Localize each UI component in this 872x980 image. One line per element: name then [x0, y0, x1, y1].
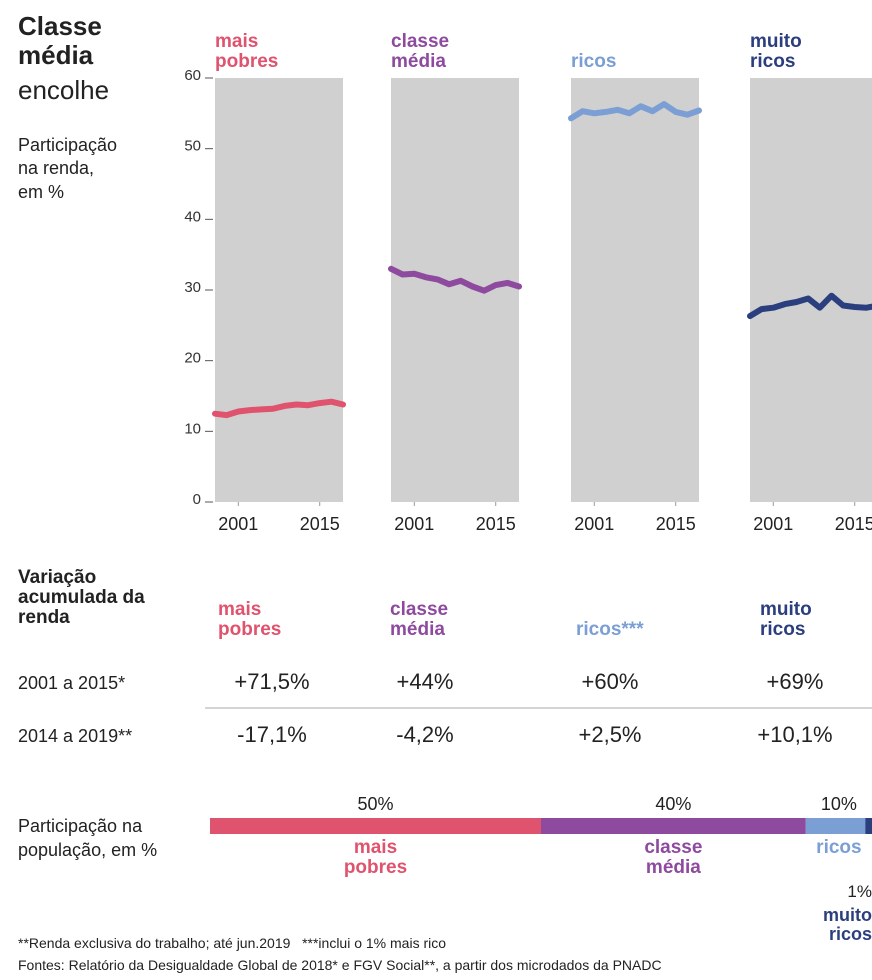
y-tick-label: 60: [184, 67, 201, 84]
value-label: 50%: [357, 794, 393, 814]
panel-background: [391, 78, 519, 502]
y-tick-label: 0: [193, 491, 201, 508]
x-tick-label: 2015: [656, 514, 696, 534]
x-tick-label: 2015: [835, 514, 872, 534]
y-tick-label: 20: [184, 350, 201, 367]
population-segment: [541, 818, 806, 834]
series-label: ricos: [571, 51, 617, 73]
value-label: 40%: [655, 794, 691, 814]
population-segment: [865, 818, 872, 834]
y-axis-label: Participação na renda, em %: [18, 135, 118, 202]
title: Classe média: [18, 11, 102, 71]
x-tick-label: 2001: [218, 514, 258, 534]
series-label: classe média: [391, 31, 450, 73]
x-tick-label: 2015: [300, 514, 340, 534]
column-label: ricos***: [576, 619, 644, 641]
y-tick-label: 50: [184, 138, 201, 155]
subtitle: encolhe: [18, 75, 110, 105]
line-series: [747, 292, 872, 320]
population-segment: [805, 818, 872, 834]
column-label: mais pobres: [218, 599, 282, 641]
table-title: Variação acumulada da renda: [18, 567, 145, 628]
x-tick-label: 2001: [394, 514, 434, 534]
column-label: muito ricos: [760, 599, 812, 641]
table-cell: +71,5%: [234, 669, 310, 694]
category-label: classe média: [644, 837, 703, 878]
series-label: muito ricos: [750, 31, 802, 73]
table-cell: -17,1%: [237, 722, 307, 747]
table-cell: +60%: [581, 669, 639, 694]
line-series: [388, 265, 522, 294]
row-label: 2014 a 2019**: [18, 726, 133, 746]
column-label: classe média: [390, 599, 449, 641]
table-cell: +2,5%: [578, 722, 642, 747]
category-label: mais pobres: [343, 837, 408, 878]
x-tick-label: 2015: [476, 514, 516, 534]
footnote: Fontes: Relatório da Desigualdade Global…: [18, 957, 662, 973]
footnote: **Renda exclusiva do trabalho; até jun.2…: [18, 935, 447, 951]
value-label: 10%: [821, 794, 857, 814]
series-label: mais pobres: [215, 31, 279, 73]
y-tick-label: 30: [184, 279, 201, 296]
table-cell: +10,1%: [757, 722, 833, 747]
category-label: ricos: [816, 837, 862, 858]
x-tick-label: 2001: [753, 514, 793, 534]
population-segment: [210, 818, 541, 834]
panel-background: [750, 78, 872, 502]
panel-background: [571, 78, 699, 502]
table-cell: -4,2%: [396, 722, 454, 747]
x-tick-label: 2001: [574, 514, 614, 534]
row-label: 2001 a 2015*: [18, 673, 126, 693]
y-tick-label: 40: [184, 208, 201, 225]
table-cell: +69%: [766, 669, 824, 694]
line-series: [212, 398, 346, 419]
table-cell: +44%: [396, 669, 454, 694]
category-label: muito ricos: [823, 905, 872, 944]
line-series: [568, 101, 702, 122]
y-tick-label: 10: [184, 420, 201, 437]
panel-background: [215, 78, 343, 502]
population-title: Participação na população, em %: [18, 816, 158, 861]
value-label: 1%: [847, 882, 872, 901]
